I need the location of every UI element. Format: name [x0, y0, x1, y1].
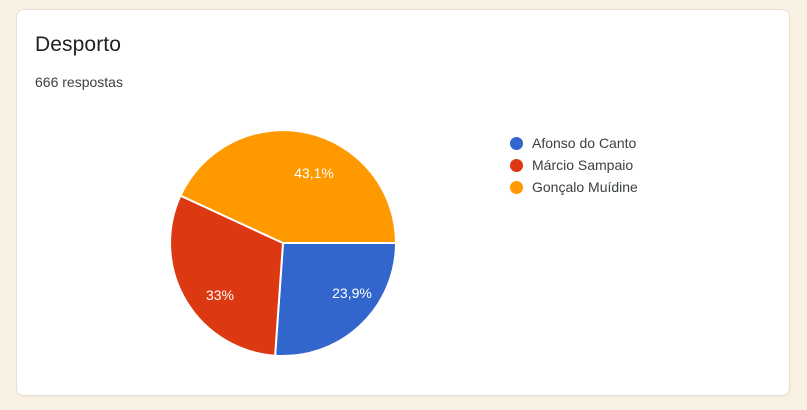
- pie-chart: 23,9% 33% 43,1% Afonso do Canto Márcio S…: [17, 10, 791, 397]
- legend-item-marcio-sampaio[interactable]: Márcio Sampaio: [510, 154, 720, 176]
- pie-chart-svg[interactable]: 23,9% 33% 43,1%: [163, 123, 403, 363]
- legend-item-goncalo-muidine[interactable]: Gonçalo Muídine: [510, 176, 720, 198]
- response-count: 666 respostas: [35, 74, 123, 90]
- page-title: Desporto: [35, 33, 122, 56]
- legend-item-label: Afonso do Canto: [532, 135, 637, 151]
- pie-slice-afonso-do-canto[interactable]: [274, 242, 398, 357]
- chart-card: Desporto 666 respostas 23,9% 33% 43,1%: [16, 9, 790, 396]
- pie-slice-goncalo-muidine[interactable]: [179, 129, 398, 244]
- legend-swatch-icon: [510, 180, 523, 194]
- pie-slice-marcio-sampaio[interactable]: [169, 194, 285, 357]
- legend-swatch-icon: [510, 158, 523, 172]
- slice-label-marcio-sampaio: 33%: [206, 287, 234, 303]
- slice-label-goncalo-muidine: 43,1%: [294, 165, 334, 181]
- chart-legend: Afonso do Canto Márcio Sampaio Gonçalo M…: [510, 132, 720, 198]
- legend-item-label: Márcio Sampaio: [532, 157, 634, 173]
- legend-item-afonso-do-canto[interactable]: Afonso do Canto: [510, 132, 720, 154]
- legend-swatch-icon: [510, 136, 523, 150]
- slice-label-afonso-do-canto: 23,9%: [332, 285, 372, 301]
- pie-slices: [169, 129, 398, 357]
- pie-slice-labels: 23,9% 33% 43,1%: [206, 165, 372, 303]
- legend-item-label: Gonçalo Muídine: [532, 179, 638, 195]
